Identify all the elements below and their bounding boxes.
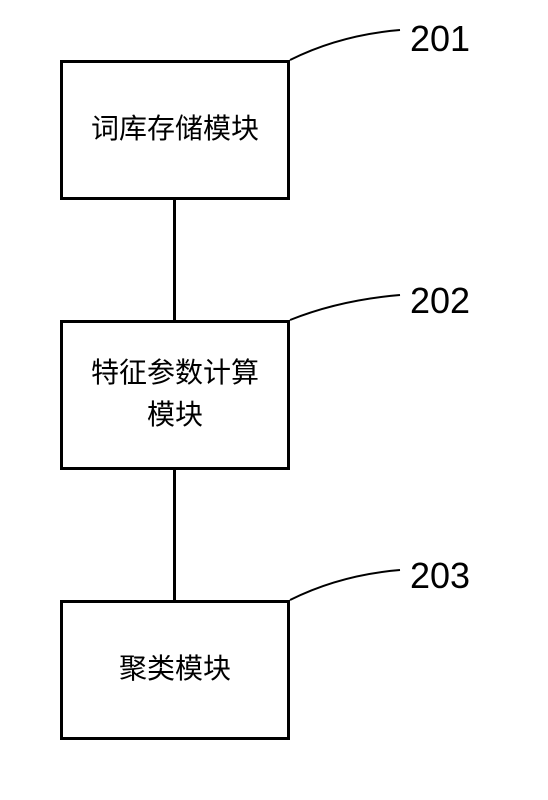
connector-1-2 <box>173 200 176 320</box>
ref-label-3: 203 <box>410 555 470 597</box>
flowchart-box-2: 特征参数计算模块 <box>60 320 290 470</box>
box-1-label: 词库存储模块 <box>91 109 259 151</box>
connector-2-3 <box>173 470 176 600</box>
box-2-label: 特征参数计算模块 <box>91 353 259 437</box>
ref-label-2: 202 <box>410 280 470 322</box>
box-3-label: 聚类模块 <box>119 649 231 691</box>
flowchart-box-3: 聚类模块 <box>60 600 290 740</box>
flowchart-box-1: 词库存储模块 <box>60 60 290 200</box>
ref-label-1: 201 <box>410 18 470 60</box>
